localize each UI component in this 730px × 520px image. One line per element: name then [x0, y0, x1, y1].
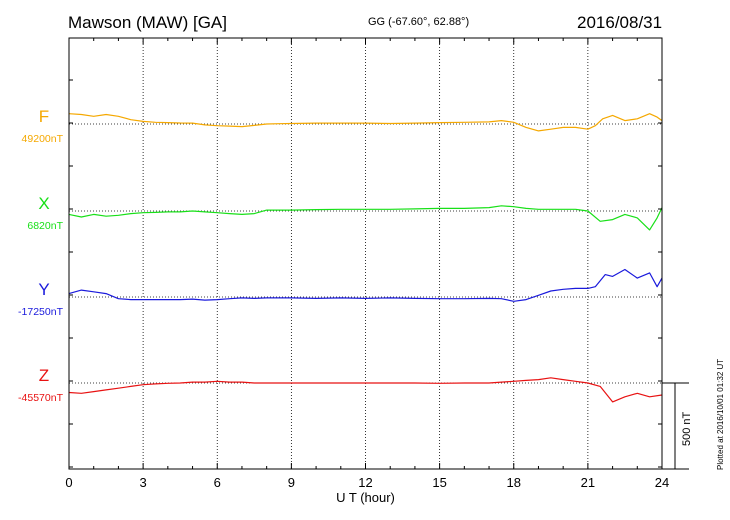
scale-bar-label: 500 nT	[681, 411, 693, 446]
series-name-y: Y	[38, 280, 49, 299]
x-tick-label: 3	[140, 475, 147, 490]
x-tick-label: 21	[581, 475, 595, 490]
station-coordinates: GG (-67.60°, 62.88°)	[368, 16, 470, 28]
x-tick-label: 15	[432, 475, 446, 490]
series-name-z: Z	[39, 366, 49, 385]
plotted-timestamp: Plotted at 2016/10/01 01:32 UT	[716, 358, 725, 470]
plot-date: 2016/08/31	[577, 13, 663, 32]
series-name-x: X	[38, 194, 49, 213]
station-title: Mawson (MAW) [GA]	[68, 13, 227, 32]
x-tick-label: 18	[507, 475, 521, 490]
x-tick-label: 6	[214, 475, 221, 490]
baseline-value-y: -17250nT	[18, 306, 64, 318]
series-line-x	[68, 205, 663, 231]
series-name-f: F	[39, 107, 49, 126]
series-line-z	[68, 377, 663, 403]
series-line-y	[68, 268, 663, 302]
x-tick-label: 0	[65, 475, 72, 490]
baseline-value-f: 49200nT	[22, 133, 64, 145]
baseline-value-x: 6820nT	[27, 220, 63, 232]
x-tick-label: 9	[288, 475, 295, 490]
baseline-value-z: -45570nT	[18, 392, 64, 404]
x-tick-label: 24	[655, 475, 669, 490]
series-line-f	[68, 113, 663, 132]
x-tick-label: 12	[358, 475, 372, 490]
x-axis-label: U T (hour)	[336, 490, 395, 505]
